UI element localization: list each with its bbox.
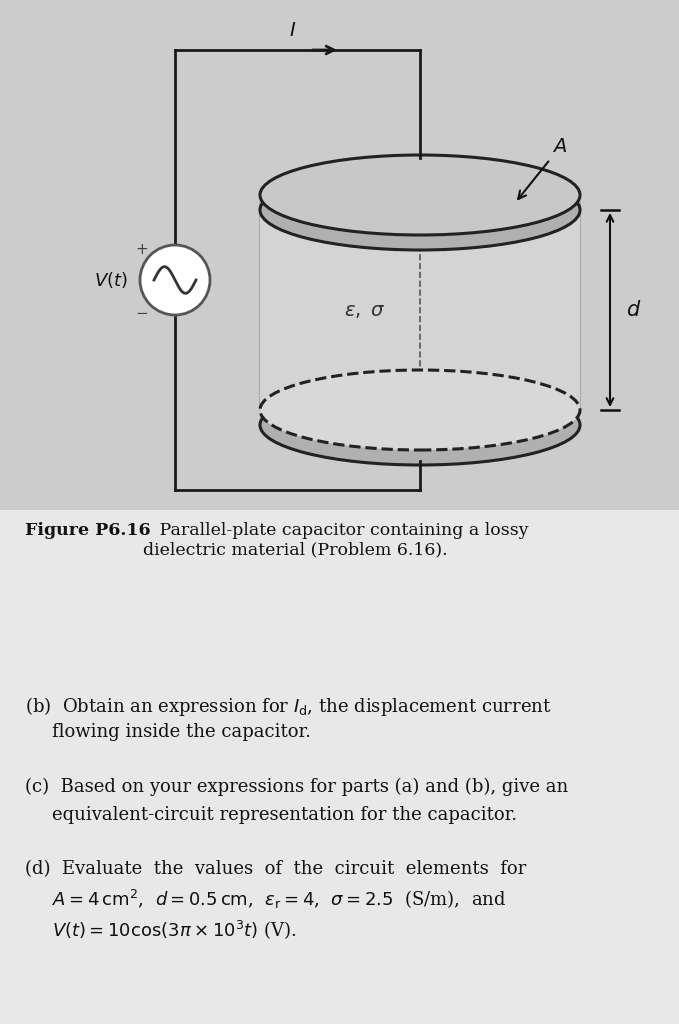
Text: $\varepsilon,\ \sigma$: $\varepsilon,\ \sigma$ <box>344 300 386 319</box>
Text: Figure P6.16: Figure P6.16 <box>25 522 151 539</box>
Text: flowing inside the capacitor.: flowing inside the capacitor. <box>52 723 311 741</box>
Text: $V(t)$: $V(t)$ <box>94 270 128 290</box>
Text: $+$: $+$ <box>135 243 149 257</box>
Bar <box>0 0 679 510</box>
Text: $A$: $A$ <box>518 137 568 199</box>
Ellipse shape <box>260 155 580 234</box>
Bar <box>0 510 679 1024</box>
Text: $-$: $-$ <box>135 304 149 319</box>
Ellipse shape <box>260 170 580 250</box>
Text: $d$: $d$ <box>626 300 642 319</box>
Text: $V(t) = 10\cos(3\pi \times 10^3 t)$ (V).: $V(t) = 10\cos(3\pi \times 10^3 t)$ (V). <box>52 918 297 941</box>
Text: (b)  Obtain an expression for $I_\mathrm{d}$, the displacement current: (b) Obtain an expression for $I_\mathrm{… <box>25 695 551 718</box>
Text: Parallel-plate capacitor containing a lossy
dielectric material (Problem 6.16).: Parallel-plate capacitor containing a lo… <box>143 522 529 559</box>
Text: (d)  Evaluate  the  values  of  the  circuit  elements  for: (d) Evaluate the values of the circuit e… <box>25 860 526 878</box>
Text: $I$: $I$ <box>289 20 296 40</box>
Text: equivalent-circuit representation for the capacitor.: equivalent-circuit representation for th… <box>52 806 517 824</box>
Text: (c)  Based on your expressions for parts (a) and (b), give an: (c) Based on your expressions for parts … <box>25 778 568 797</box>
Ellipse shape <box>260 385 580 465</box>
Circle shape <box>140 245 210 315</box>
Ellipse shape <box>260 370 580 450</box>
Text: $A = 4\,\mathrm{cm}^2$,  $d = 0.5\,\mathrm{cm}$,  $\epsilon_\mathrm{r} = 4$,  $\: $A = 4\,\mathrm{cm}^2$, $d = 0.5\,\mathr… <box>52 888 507 911</box>
Bar <box>260 202 580 410</box>
